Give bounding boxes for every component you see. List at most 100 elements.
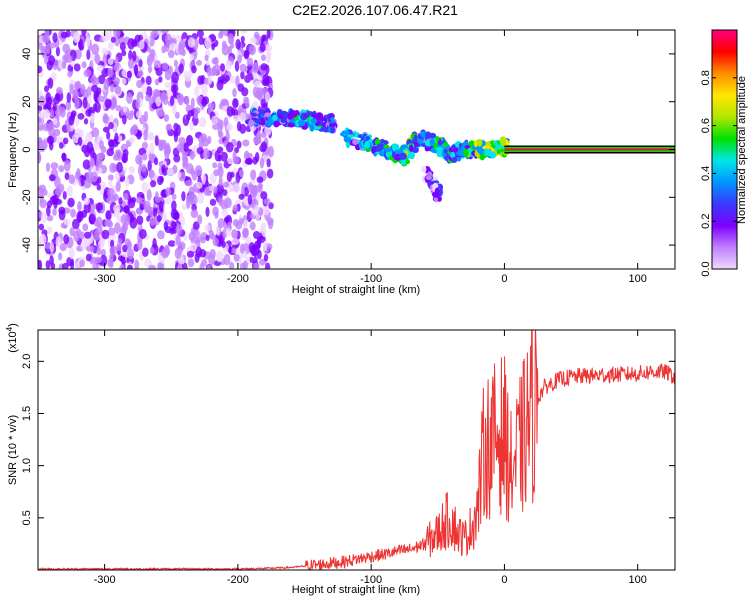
noise-blob (221, 44, 230, 56)
noise-blob (97, 95, 105, 103)
noise-blob (131, 196, 137, 204)
noise-blob (223, 197, 232, 209)
main-branch-blob (352, 138, 359, 145)
noise-blob (225, 141, 234, 153)
noise-blob (38, 65, 43, 74)
noise-blob (149, 246, 155, 255)
noise-blob (143, 110, 148, 123)
noise-blob (267, 219, 274, 230)
noise-blob (211, 115, 219, 125)
noise-blob (174, 247, 182, 259)
noise-blob (118, 197, 123, 205)
noise-blob (146, 215, 151, 222)
main-branch-blob (436, 146, 444, 152)
noise-blob (94, 53, 101, 65)
upper-branch-blob (291, 118, 297, 124)
noise-blob (108, 121, 114, 130)
noise-blob (160, 92, 165, 103)
noise-blob (170, 95, 175, 106)
noise-blob (58, 206, 66, 215)
noise-blob (82, 223, 89, 232)
x-tick-label: -200 (227, 574, 249, 586)
noise-blob (55, 135, 62, 145)
noise-blob (140, 164, 147, 173)
noise-blob (260, 222, 266, 230)
noise-blob (262, 241, 268, 252)
noise-blob (225, 60, 233, 70)
noise-blob (148, 133, 155, 141)
noise-blob (201, 173, 206, 185)
x-tick-label: 0 (501, 273, 507, 285)
snr-panel: -300 -200 -100 0 100 0.5 1.0 1.5 2.0 Height of s… (5, 323, 676, 596)
noise-blob (227, 246, 233, 253)
noise-blob (67, 70, 73, 78)
noise-blob (45, 91, 51, 102)
noise-blob (212, 237, 219, 247)
noise-blob (73, 63, 81, 72)
noise-blob (218, 196, 223, 206)
noise-blob (109, 139, 115, 151)
noise-blob (235, 38, 241, 50)
noise-blob (46, 135, 55, 145)
noise-blob (93, 103, 98, 112)
y-tick-label: 1.0 (21, 458, 33, 473)
noise-blob (182, 262, 188, 269)
noise-blob (199, 262, 205, 269)
noise-blob (92, 261, 99, 269)
noise-blob (40, 212, 48, 223)
noise-blob (102, 114, 110, 125)
noise-blob (122, 105, 128, 113)
noise-blob (207, 254, 216, 266)
y-tick-label: 0 (21, 146, 33, 152)
noise-blob (104, 219, 109, 227)
noise-blob (119, 42, 126, 51)
noise-blob (212, 162, 218, 169)
main-branch-blob (378, 151, 386, 157)
noise-blob (234, 60, 240, 72)
noise-blob (58, 165, 65, 173)
noise-blob (164, 69, 172, 81)
colorbar-ticks: 0.0 0.2 0.4 0.6 0.8 (700, 70, 737, 277)
lower-branch-blob (433, 197, 438, 202)
noise-blob (52, 102, 57, 112)
noise-blob (114, 132, 119, 144)
noise-blob (154, 89, 161, 98)
noise-blob (191, 65, 197, 74)
snr-multiplier-base: (x10 (7, 331, 19, 352)
noise-blob (260, 54, 266, 61)
noise-blob (165, 142, 171, 155)
upper-branch-blob (309, 123, 315, 132)
noise-blob (38, 151, 41, 164)
upper-branch-blob (280, 110, 288, 118)
noise-blob (223, 253, 231, 266)
x-tick-label: 0 (501, 574, 507, 586)
noise-blob (121, 69, 128, 77)
noise-blob (81, 61, 87, 69)
noise-blob (80, 174, 85, 187)
noise-blob (141, 83, 147, 95)
noise-blob (190, 97, 195, 110)
noise-blob (215, 226, 220, 236)
noise-blob (201, 97, 207, 108)
noise-blob (63, 218, 71, 226)
noise-blob (214, 150, 221, 162)
noise-blob (79, 259, 85, 268)
noise-blob (52, 32, 58, 43)
noise-blob (232, 88, 237, 98)
spectrogram-xlabel: Height of straight line (km) (292, 284, 420, 296)
noise-blob (135, 207, 142, 215)
noise-blob (47, 77, 54, 89)
noise-blob (149, 48, 156, 58)
noise-blob (202, 148, 210, 160)
noise-blob (212, 123, 220, 130)
colorbar-tick-label: 0.2 (700, 214, 712, 229)
noise-blob (266, 158, 271, 168)
noise-blob (86, 141, 94, 154)
noise-blob (186, 134, 194, 146)
noise-blob (113, 207, 121, 218)
upper-branch-blob (297, 120, 306, 127)
noise-blob (65, 30, 71, 38)
noise-blob (155, 96, 162, 107)
noise-blob (204, 224, 211, 232)
